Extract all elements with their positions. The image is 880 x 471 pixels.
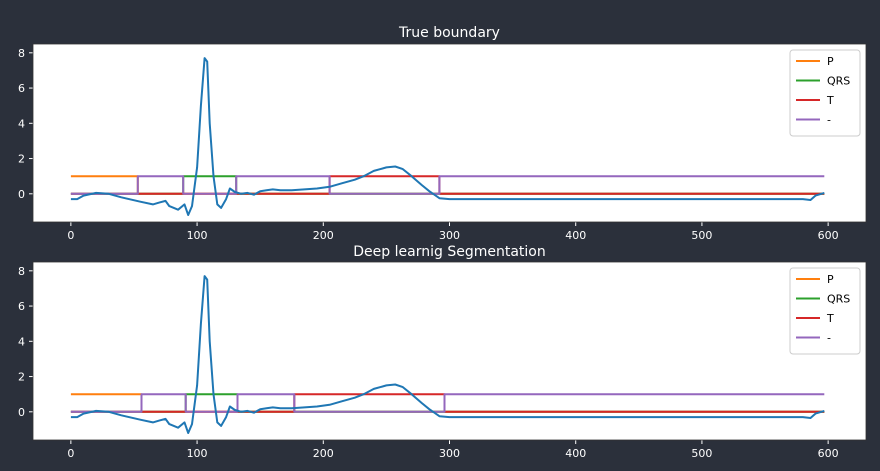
y-tick-label: 8 xyxy=(18,47,25,60)
x-tick-label: 100 xyxy=(187,229,208,242)
chart-title: True boundary xyxy=(398,25,500,41)
legend-box xyxy=(789,49,861,137)
series-line-t xyxy=(70,175,825,195)
x-tick-label: 200 xyxy=(313,229,334,242)
x-tick-label: 600 xyxy=(818,229,839,242)
legend: P QRS T - xyxy=(789,267,861,355)
legend-label-qrs: QRS xyxy=(827,293,850,306)
y-tick-label: 0 xyxy=(18,406,25,419)
y-tick-label: 4 xyxy=(18,117,25,130)
x-tick-label: 100 xyxy=(187,447,208,460)
y-tick-label: 0 xyxy=(18,188,25,201)
x-tick-label: 600 xyxy=(818,447,839,460)
plot-frame xyxy=(32,43,867,223)
y-tick-label: 4 xyxy=(18,335,25,348)
chart-1: True boundary 0 100 200 300 400 500 600 0 2 4 6 8 P QR… xyxy=(18,25,867,242)
y-tick-label: 8 xyxy=(18,265,25,278)
legend-label-t: T xyxy=(826,94,834,107)
x-tick-label: 400 xyxy=(565,447,586,460)
y-tick-label: 2 xyxy=(18,371,25,384)
legend-label-p: P xyxy=(827,55,834,68)
x-tick-label: 500 xyxy=(691,229,712,242)
x-tick-label: 500 xyxy=(691,447,712,460)
legend-label-qrs: QRS xyxy=(827,75,850,88)
legend-label-other: - xyxy=(827,114,831,127)
y-tick-label: 2 xyxy=(18,153,25,166)
x-tick-label: 300 xyxy=(439,229,460,242)
x-tick-label: 300 xyxy=(439,447,460,460)
series-line-ecg-signal xyxy=(70,57,825,216)
series-line-other xyxy=(70,175,825,195)
x-tick-label: 0 xyxy=(67,447,74,460)
y-tick-label: 6 xyxy=(18,300,25,313)
series-line-other xyxy=(70,393,825,413)
series-line-ecg-signal xyxy=(70,275,825,434)
chart-title: Deep learnig Segmentation xyxy=(353,244,545,260)
legend: P QRS T - xyxy=(789,49,861,137)
plot-area xyxy=(33,262,866,440)
x-tick-label: 400 xyxy=(565,229,586,242)
legend-box xyxy=(789,267,861,355)
legend-label-t: T xyxy=(826,312,834,325)
plot-frame xyxy=(32,261,867,441)
x-tick-label: 0 xyxy=(67,229,74,242)
legend-label-other: - xyxy=(827,332,831,345)
legend-label-p: P xyxy=(827,273,834,286)
plot-area xyxy=(33,44,866,222)
x-tick-label: 200 xyxy=(313,447,334,460)
y-tick-label: 6 xyxy=(18,82,25,95)
chart-2: Deep learnig Segmentation 0 100 200 300 400 50… xyxy=(18,244,867,460)
